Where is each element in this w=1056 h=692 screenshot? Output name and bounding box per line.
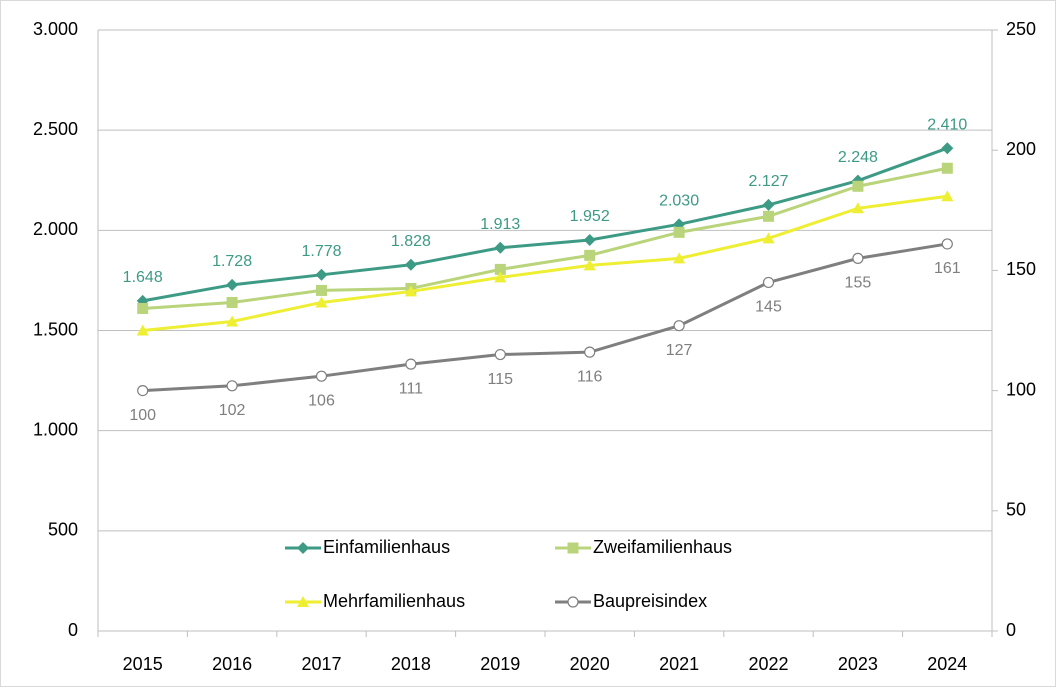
data-label: 1.828 <box>391 233 431 250</box>
y-tick-label: 1.500 <box>33 319 78 339</box>
series-line <box>142 242 948 393</box>
data-label: 161 <box>934 260 961 277</box>
legend-marker <box>297 542 309 554</box>
data-point <box>226 315 239 327</box>
data-point <box>762 198 775 211</box>
data-label: 1.778 <box>301 243 341 260</box>
data-label: 102 <box>219 402 246 419</box>
data-label: 1.913 <box>480 216 520 233</box>
legend: Einfamilienhaus Zweifamilienhaus Mehrfamil… <box>285 537 732 611</box>
data-label: 2.410 <box>927 116 967 133</box>
data-point <box>852 252 864 264</box>
data-point <box>673 226 685 238</box>
data-label: 1.728 <box>212 253 252 270</box>
data-label: 2.127 <box>748 173 788 190</box>
legend-marker <box>297 596 309 607</box>
data-point <box>315 370 328 382</box>
data-point <box>584 249 596 261</box>
legend-label: Einfamilienhaus <box>323 537 450 557</box>
data-point <box>583 233 596 246</box>
data-point <box>226 296 238 308</box>
data-point <box>762 232 775 244</box>
data-point <box>226 380 238 392</box>
data-point <box>941 190 954 202</box>
x-tick-label: 2018 <box>391 654 431 674</box>
legend-label: Zweifamilienhaus <box>593 537 732 557</box>
data-label: 155 <box>845 275 872 292</box>
y-tick-label: 2.500 <box>33 119 78 139</box>
data-point <box>494 271 507 283</box>
x-tick-label: 2019 <box>480 654 520 674</box>
y-tick-label: 1.000 <box>33 419 78 439</box>
y2-tick-label: 150 <box>1006 259 1036 279</box>
x-tick-label: 2023 <box>838 654 878 674</box>
data-point <box>583 259 596 271</box>
data-label: 145 <box>755 299 782 316</box>
x-tick-label: 2020 <box>570 654 610 674</box>
legend-marker <box>567 542 579 554</box>
data-label: 100 <box>129 407 156 424</box>
y-tick-label: 2.000 <box>33 219 78 239</box>
data-point <box>404 285 417 297</box>
data-point <box>137 302 149 314</box>
y2-tick-label: 200 <box>1006 139 1036 159</box>
data-label: 1.648 <box>123 269 163 286</box>
y-tick-label: 0 <box>68 620 78 640</box>
data-label: 1.952 <box>570 208 610 225</box>
x-tick-label: 2016 <box>212 654 252 674</box>
series-line <box>142 194 948 332</box>
data-point <box>941 238 953 250</box>
data-point <box>584 346 596 358</box>
data-point <box>673 252 686 264</box>
data-label: 106 <box>308 392 335 409</box>
y2-tick-label: 50 <box>1006 500 1026 520</box>
data-point <box>763 210 774 222</box>
y-tick-label: 500 <box>48 520 78 540</box>
y2-tick-label: 250 <box>1006 19 1036 39</box>
data-point <box>316 284 327 296</box>
data-point <box>405 358 417 370</box>
data-point <box>315 296 328 308</box>
legend-label: Baupreisindex <box>593 591 707 611</box>
y-tick-label: 3.000 <box>33 19 78 39</box>
data-label: 111 <box>399 380 423 397</box>
data-point <box>494 241 507 254</box>
legend-marker <box>567 596 579 608</box>
y2-tick-label: 0 <box>1006 620 1016 640</box>
data-point <box>137 385 149 397</box>
x-tick-label: 2024 <box>927 654 967 674</box>
x-tick-label: 2021 <box>659 654 699 674</box>
x-tick-label: 2017 <box>301 654 341 674</box>
series-line <box>142 146 948 303</box>
data-point <box>852 180 864 192</box>
data-point <box>673 320 685 332</box>
x-tick-label: 2022 <box>748 654 788 674</box>
data-point <box>404 258 417 271</box>
series-line <box>142 166 948 310</box>
data-point <box>494 348 506 361</box>
data-label: 127 <box>666 342 693 359</box>
data-label: 2.030 <box>659 193 699 210</box>
legend-label: Mehrfamilienhaus <box>323 591 465 611</box>
data-point <box>851 202 864 214</box>
data-point <box>762 276 775 289</box>
data-label: 2.248 <box>838 149 878 166</box>
x-tick-label: 2015 <box>123 654 163 674</box>
data-point <box>941 142 954 155</box>
data-point <box>494 263 506 275</box>
y2-tick-label: 100 <box>1006 379 1036 399</box>
data-label: 115 <box>488 371 514 388</box>
data-point <box>136 324 149 336</box>
data-point <box>941 162 953 174</box>
data-point <box>226 278 239 291</box>
data-point <box>315 268 328 281</box>
data-label: 116 <box>577 368 603 385</box>
